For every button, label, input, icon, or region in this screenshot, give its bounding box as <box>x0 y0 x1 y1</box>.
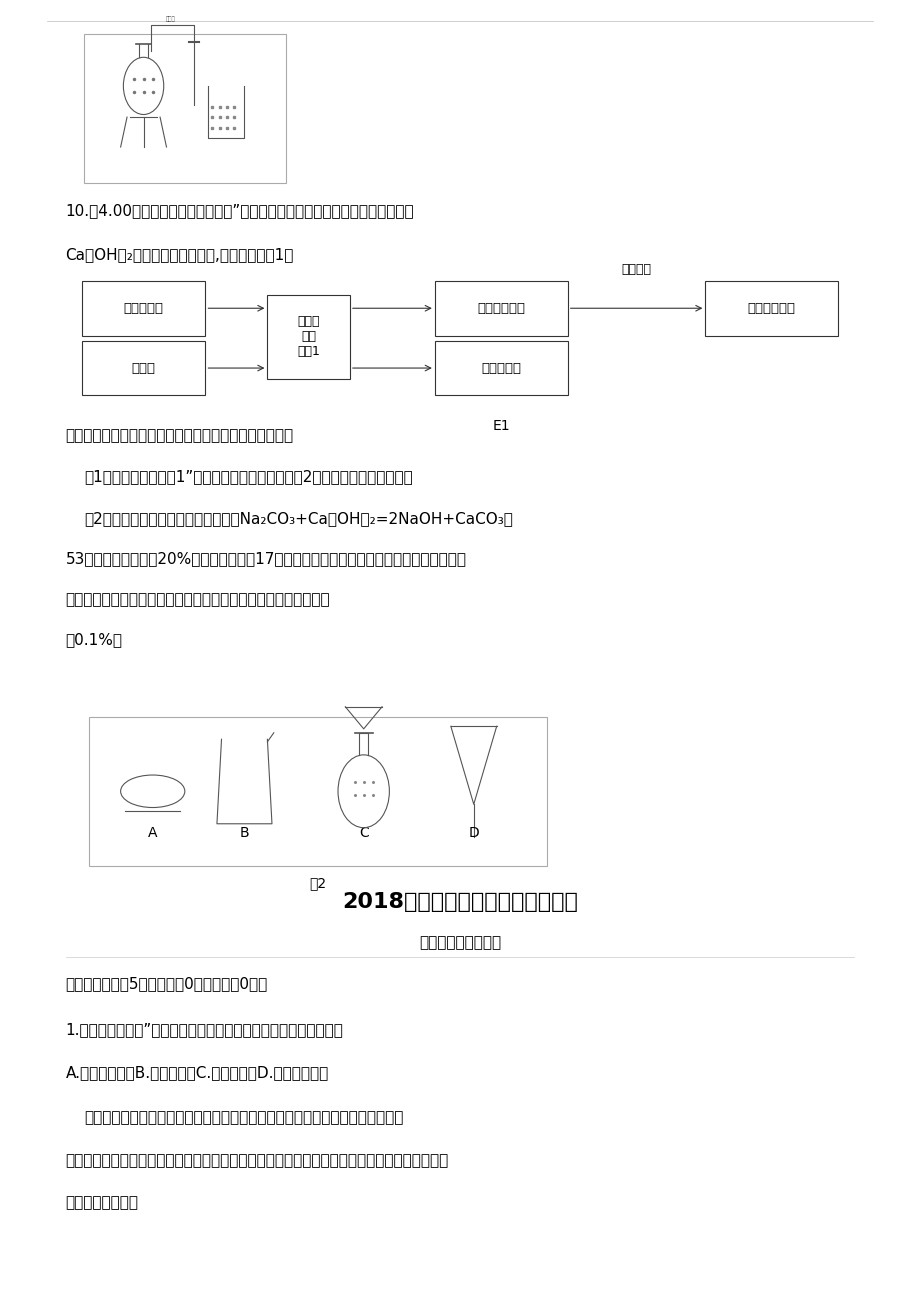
Text: 得氢氧化钠溶液的溶质质量分数。（写出计算过程，计算结果精确: 得氢氧化钠溶液的溶质质量分数。（写出计算过程，计算结果精确 <box>65 592 330 607</box>
FancyBboxPatch shape <box>435 281 567 336</box>
Text: 图2: 图2 <box>309 877 326 890</box>
Text: 到0.1%）: 到0.1%） <box>65 632 122 648</box>
Text: E1: E1 <box>492 418 509 433</box>
FancyBboxPatch shape <box>267 294 349 379</box>
Text: C: C <box>358 826 369 840</box>
Text: A.柴（纤维素）B.米（淀粉）C.油（脂肪）D.盐（氯化钠）: A.柴（纤维素）B.米（淀粉）C.油（脂肪）D.盐（氯化钠） <box>65 1065 328 1080</box>
Text: 蒸发溶剂: 蒸发溶剂 <box>621 263 651 276</box>
Text: 【分析】有机物是指含有碳元素的化合物。无机物是指不含有碳元素的化合物。: 【分析】有机物是指含有碳元素的化合物。无机物是指不含有碳元素的化合物。 <box>84 1110 403 1126</box>
FancyBboxPatch shape <box>82 341 205 395</box>
FancyBboxPatch shape <box>88 717 547 866</box>
Text: 2018年浙江省温州市中考化学试卷: 2018年浙江省温州市中考化学试卷 <box>342 893 577 912</box>
Text: 10.（4.00分）工业生产常用苛化法”制取氢氧化钠其原料为碳酸钠、石灰乳［由: 10.（4.00分）工业生产常用苛化法”制取氢氧化钠其原料为碳酸钠、石灰乳［由 <box>65 203 414 218</box>
FancyBboxPatch shape <box>705 281 837 336</box>
Text: 一、选择题（共5小题，每题0分，总分值0分）: 一、选择题（共5小题，每题0分，总分值0分） <box>65 976 267 992</box>
Text: Ca（OH）₂和水组成的混合物］,大致流程如图1。: Ca（OH）₂和水组成的混合物］,大致流程如图1。 <box>65 248 294 262</box>
Text: 碳酸钠溶液: 碳酸钠溶液 <box>123 302 164 315</box>
Text: （1）实验室进行操作1”时，需要用到以下器材（图2）中的（可多项选择）。: （1）实验室进行操作1”时，需要用到以下器材（图2）中的（可多项选择）。 <box>84 469 413 485</box>
Text: 碳酸钙溶液: 碳酸钙溶液 <box>481 361 521 374</box>
Text: 氢氧化钠固体: 氢氧化钠固体 <box>747 302 795 315</box>
Text: 科学兴趣小组模拟上述流程，在实验室中制备氢氧化钠。: 科学兴趣小组模拟上述流程，在实验室中制备氢氧化钠。 <box>65 427 293 443</box>
Text: 它们归入无机物。: 它们归入无机物。 <box>65 1195 139 1210</box>
Text: B: B <box>239 826 249 840</box>
Text: 1.柴、米、油、盐”是厨房常备用品其主要成分属于无机物的是（）: 1.柴、米、油、盐”是厨房常备用品其主要成分属于无机物的是（） <box>65 1022 343 1037</box>
Text: 一氧化碳、二氧化碳、碳酸盐等物质中虽然含有碳元素，但是这些物质的性质和无机物相似，把: 一氧化碳、二氧化碳、碳酸盐等物质中虽然含有碳元素，但是这些物质的性质和无机物相似… <box>65 1153 448 1169</box>
FancyBboxPatch shape <box>84 34 286 184</box>
Text: （2）制备氢氧化钠的化学方程式为，Na₂CO₃+Ca（OH）₂=2NaOH+CaCO₃将: （2）制备氢氧化钠的化学方程式为，Na₂CO₃+Ca（OH）₂=2NaOH+Ca… <box>84 511 512 526</box>
Text: A: A <box>148 826 157 840</box>
Text: D: D <box>468 826 479 840</box>
Text: 氢氧化钠溶液: 氢氧化钠溶液 <box>477 302 525 315</box>
Text: 参考答案与试题解析: 参考答案与试题解析 <box>418 936 501 950</box>
Text: 53克溶质质量分数为20%的碳酸钠溶液与17克石灰乳混合，假设二者恰好完全反应出计算所: 53克溶质质量分数为20%的碳酸钠溶液与17克石灰乳混合，假设二者恰好完全反应出… <box>65 551 466 567</box>
FancyBboxPatch shape <box>82 281 205 336</box>
Text: 石灰乳: 石灰乳 <box>131 361 155 374</box>
Text: 充分反
应后
操作1: 充分反 应后 操作1 <box>297 315 320 358</box>
FancyBboxPatch shape <box>435 341 567 395</box>
Text: 止水夹: 止水夹 <box>166 17 176 22</box>
